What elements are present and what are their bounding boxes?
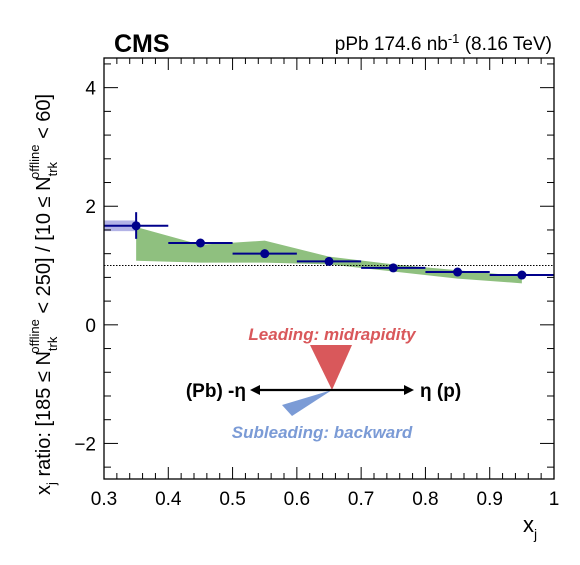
leading-label: Leading: midrapidity [248, 325, 417, 344]
data-point-4 [388, 263, 398, 273]
leading-jet-marker [310, 345, 352, 390]
pb-eta-label: (Pb) -η [186, 381, 246, 402]
y-tick-label: 0 [85, 316, 96, 337]
data-point-6 [517, 270, 527, 280]
y-axis-label: xj ratio: [185 ≤ Ntrkoffline < 250] / [1… [27, 94, 60, 495]
x-tick-label: 0.8 [412, 489, 438, 510]
x-axis-label: xj [523, 512, 537, 542]
plot-area [104, 212, 554, 284]
svg-text:xj ratio: [185 ≤ Ntrkoffline <: xj ratio: [185 ≤ Ntrkoffline < 250] / [1… [27, 94, 60, 495]
kinematic-diagram: Leading: midrapidity (Pb) -η η (p) Suble… [186, 325, 461, 442]
data-point-5 [453, 267, 463, 277]
experiment-label: CMS [114, 30, 170, 58]
collision-label: pPb [335, 34, 369, 55]
subleading-jet-marker [282, 390, 332, 416]
x-tick-label: 0.3 [91, 489, 117, 510]
lumi-exp: -1 [448, 31, 460, 46]
x-tick-label: 0.6 [284, 489, 310, 510]
p-eta-label: η (p) [420, 381, 461, 402]
data-point-3 [324, 256, 334, 266]
axes-frame [103, 57, 555, 480]
y-tick-label: −2 [74, 434, 96, 455]
x-tick-label: 0.5 [219, 489, 245, 510]
data-point-0 [131, 221, 141, 231]
lumi-unit: nb [427, 34, 448, 55]
lumi-value: 174.6 [374, 34, 422, 55]
x-tick-label: 0.9 [477, 489, 503, 510]
data-point-1 [195, 238, 205, 248]
x-tick-label: 0.7 [348, 489, 374, 510]
eta-arrow-left [250, 385, 260, 395]
eta-arrow-right [404, 385, 414, 395]
subleading-label: Subleading: backward [232, 423, 413, 442]
energy-label: (8.16 TeV) [465, 34, 552, 55]
lumi-label: pPb 174.6 nb-1 (8.16 TeV) [335, 31, 552, 55]
data-point-2 [260, 249, 270, 259]
x-tick-label: 1 [549, 489, 560, 510]
y-tick-label: 2 [85, 197, 96, 218]
y-tick-label: 4 [85, 79, 96, 100]
x-tick-label: 0.4 [155, 489, 182, 510]
syst-band [136, 226, 522, 284]
axis-ticks: 0.3 0.4 0.5 0.6 0.7 0.8 0.9 1 −2 0 2 4 [74, 58, 559, 510]
